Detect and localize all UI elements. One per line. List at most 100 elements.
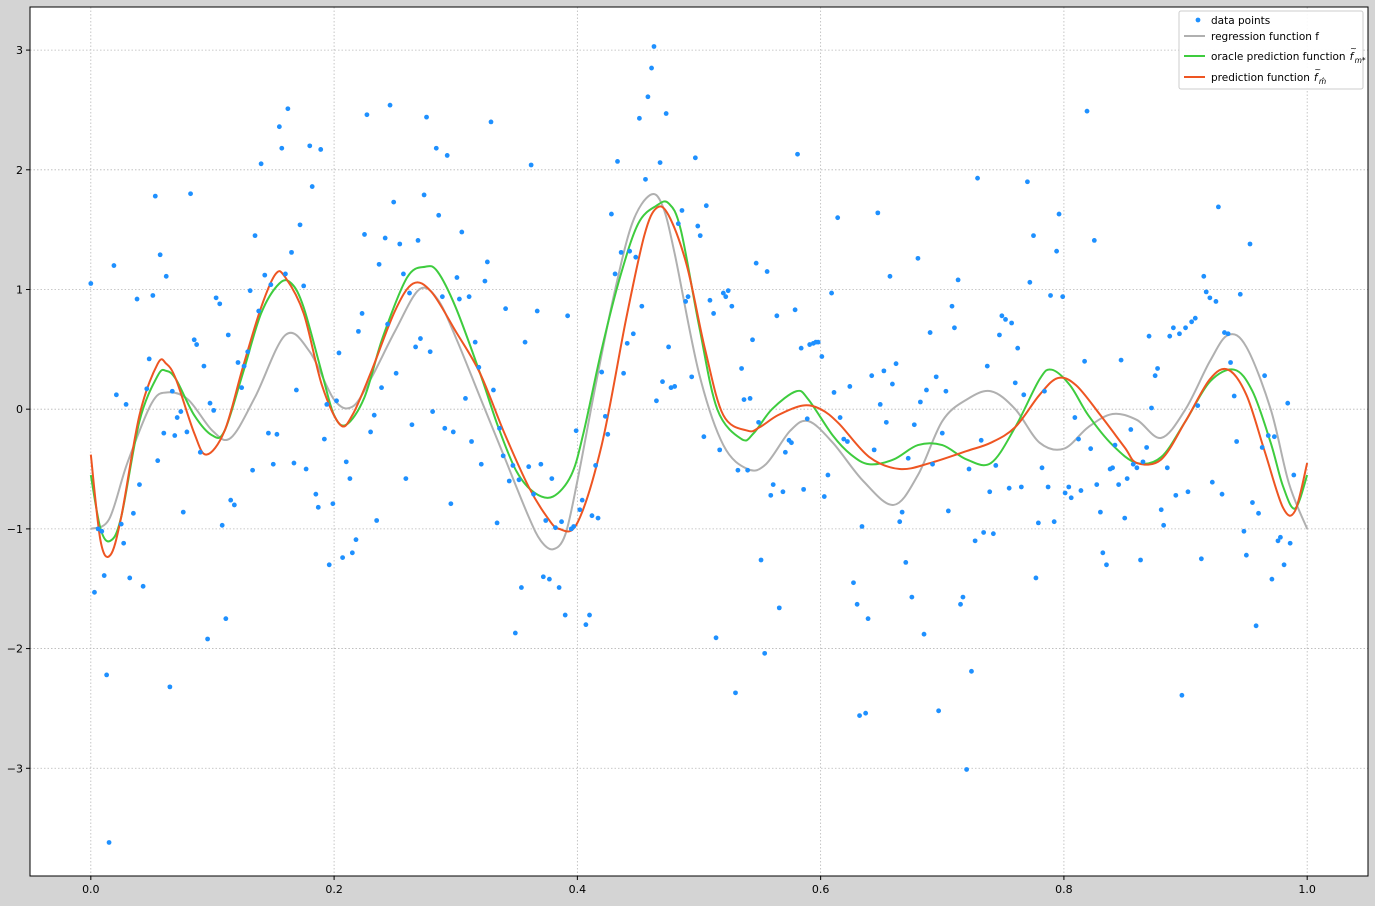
grid-lines [30, 7, 1368, 876]
data-point [528, 162, 534, 168]
x-tick-label: 1.0 [1298, 883, 1316, 896]
data-point [711, 311, 716, 316]
data-point [753, 260, 759, 266]
x-tick-label: 0.8 [1055, 883, 1073, 896]
data-point [324, 401, 330, 407]
data-point [780, 489, 786, 495]
data-point [130, 510, 136, 516]
data-point [1291, 472, 1297, 478]
data-point [223, 616, 229, 622]
data-point [1088, 446, 1094, 452]
data-point [987, 489, 993, 495]
data-point [1198, 556, 1204, 562]
data-point [917, 399, 923, 405]
data-point [359, 311, 365, 316]
legend-label: data points [1211, 15, 1270, 27]
data-point [239, 385, 245, 391]
data-point [1054, 248, 1060, 254]
data-point [178, 409, 184, 414]
data-point [503, 306, 508, 312]
data-point [683, 299, 689, 304]
data-point [1124, 476, 1130, 482]
data-point [660, 379, 665, 385]
data-point [1185, 489, 1191, 495]
data-point [379, 385, 384, 391]
data-point [984, 363, 990, 369]
data-point [1134, 465, 1140, 471]
data-point [330, 501, 336, 507]
data-point [1192, 315, 1198, 321]
data-point [285, 106, 291, 112]
data-point [456, 296, 462, 302]
data-point [958, 601, 963, 607]
data-point [764, 269, 770, 274]
data-point [893, 361, 899, 367]
data-point [703, 203, 709, 209]
data-point [975, 175, 980, 181]
data-point [169, 388, 175, 394]
legend-entry: data points [1195, 15, 1270, 27]
data-point [356, 328, 361, 334]
data-point [851, 580, 856, 586]
data-point [595, 515, 601, 521]
x-tick-label: 0.0 [82, 883, 100, 896]
data-point [911, 422, 917, 428]
data-point [593, 463, 599, 468]
data-point [307, 143, 313, 149]
data-point [466, 294, 472, 300]
data-point [615, 159, 620, 164]
data-point [952, 325, 957, 331]
data-point [1207, 295, 1213, 301]
data-point [1104, 562, 1109, 568]
data-point [291, 460, 297, 466]
data-point [819, 354, 825, 359]
data-point [627, 248, 633, 254]
data-point [562, 612, 568, 618]
data-point [782, 449, 788, 455]
data-point [172, 433, 178, 438]
data-point [482, 278, 488, 284]
data-point [217, 301, 223, 307]
data-point [1098, 509, 1103, 515]
data-point [442, 425, 448, 431]
data-point [157, 252, 163, 258]
data-point [943, 388, 949, 394]
data-point [444, 153, 450, 158]
data-point [472, 339, 478, 345]
data-point [841, 436, 847, 442]
y-tick-label: 2 [16, 164, 23, 177]
data-point [436, 212, 442, 218]
data-point [161, 430, 167, 436]
data-point [1265, 433, 1271, 438]
data-point [1056, 211, 1062, 217]
data-point [1140, 459, 1146, 465]
data-point [121, 540, 127, 546]
data-point [798, 345, 804, 351]
data-point [745, 467, 751, 473]
data-point [250, 467, 255, 473]
data-point [326, 562, 332, 568]
data-point [353, 537, 359, 543]
data-point [747, 396, 753, 401]
data-point [1278, 534, 1283, 540]
data-point [571, 524, 577, 529]
data-point [863, 710, 869, 716]
legend-marker [1195, 17, 1201, 23]
data-point [439, 294, 445, 300]
data-point [534, 308, 540, 314]
data-point [999, 313, 1005, 319]
legend-entry: oracle prediction function f~ m* [1184, 44, 1366, 65]
data-point [651, 44, 657, 49]
data-point [915, 255, 921, 261]
data-point [546, 576, 552, 582]
data-point [801, 486, 807, 492]
legend-box [1178, 10, 1364, 90]
data-point [418, 336, 423, 341]
data-point [207, 400, 213, 406]
data-point [293, 387, 299, 393]
data-point [270, 461, 276, 467]
x-axis-ticks: 0.0 0.2 0.4 0.6 0.8 1.0 [82, 876, 1316, 896]
data-point [825, 472, 831, 478]
data-point [279, 145, 285, 151]
